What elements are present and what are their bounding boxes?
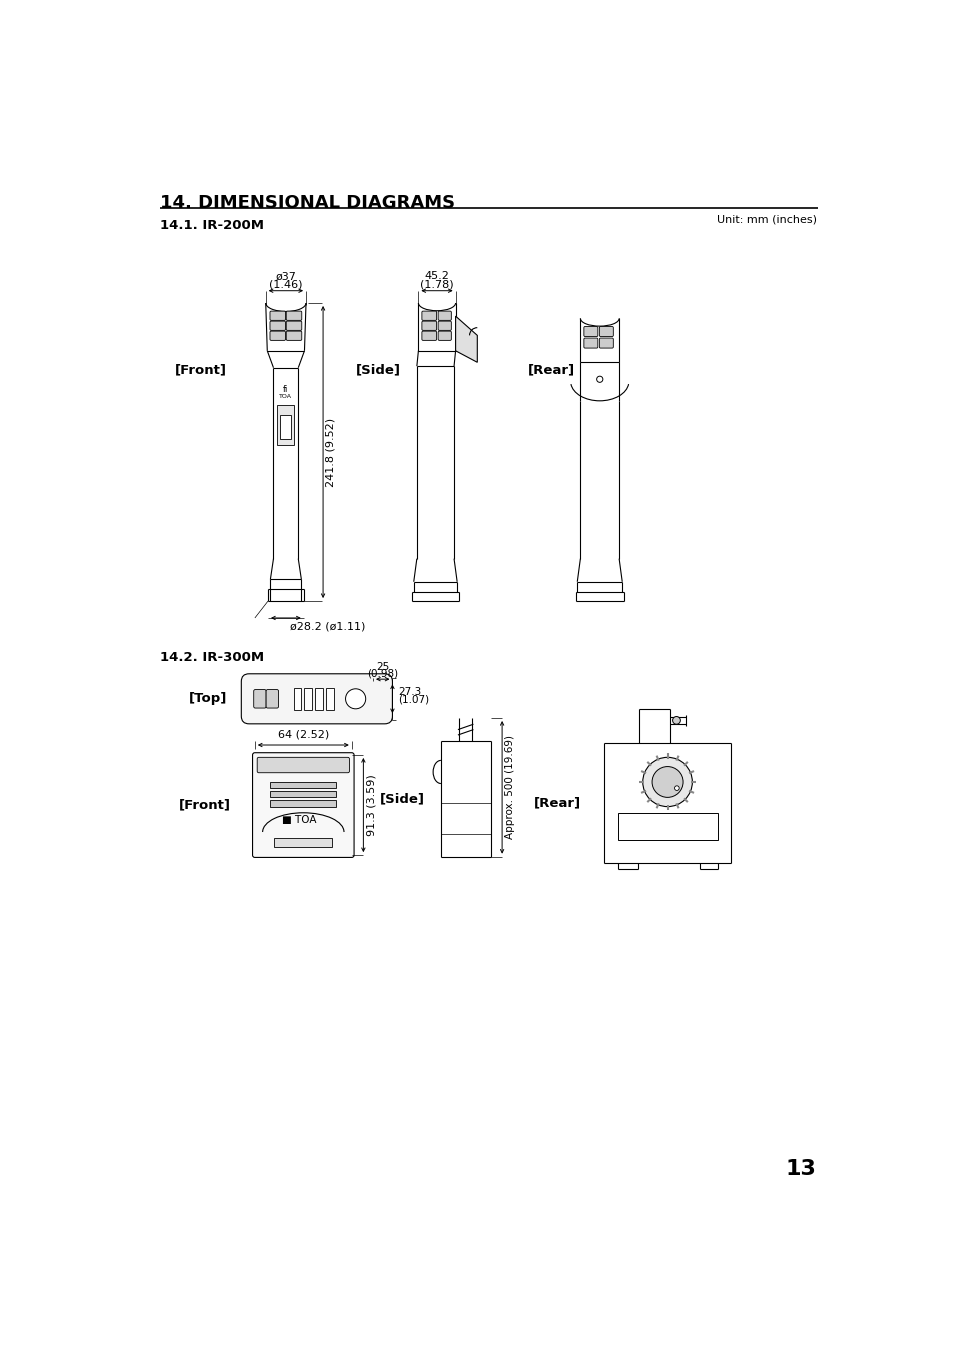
Bar bbox=[277, 405, 294, 444]
Text: Unit: mm (inches): Unit: mm (inches) bbox=[716, 215, 816, 224]
FancyBboxPatch shape bbox=[266, 689, 278, 708]
Text: 45.2: 45.2 bbox=[424, 272, 449, 281]
FancyBboxPatch shape bbox=[583, 327, 598, 336]
Text: (1.78): (1.78) bbox=[419, 280, 454, 289]
Circle shape bbox=[672, 716, 679, 724]
Text: [Front]: [Front] bbox=[174, 363, 227, 377]
Circle shape bbox=[642, 758, 692, 807]
Text: (1.07): (1.07) bbox=[397, 694, 429, 704]
Polygon shape bbox=[456, 316, 476, 362]
FancyBboxPatch shape bbox=[257, 758, 349, 773]
Bar bbox=[315, 688, 323, 709]
FancyBboxPatch shape bbox=[286, 331, 301, 340]
Bar bbox=[270, 782, 335, 788]
Bar bbox=[270, 792, 335, 797]
FancyBboxPatch shape bbox=[253, 753, 354, 858]
Circle shape bbox=[652, 766, 682, 797]
Text: [Side]: [Side] bbox=[379, 793, 424, 805]
Text: 14.1. IR-200M: 14.1. IR-200M bbox=[159, 219, 263, 232]
Bar bbox=[294, 688, 301, 709]
FancyBboxPatch shape bbox=[253, 689, 266, 708]
Text: 25: 25 bbox=[375, 662, 389, 673]
Text: 13: 13 bbox=[785, 1159, 816, 1178]
Bar bbox=[617, 813, 717, 840]
Text: [Rear]: [Rear] bbox=[533, 797, 580, 809]
Text: 241.8 (9.52): 241.8 (9.52) bbox=[325, 417, 335, 486]
FancyBboxPatch shape bbox=[421, 322, 436, 331]
Text: fi: fi bbox=[283, 385, 288, 393]
Text: 14.2. IR-300M: 14.2. IR-300M bbox=[159, 651, 263, 665]
Text: ■ TOA: ■ TOA bbox=[282, 815, 316, 825]
Text: [Top]: [Top] bbox=[189, 692, 228, 705]
FancyBboxPatch shape bbox=[437, 311, 451, 320]
Text: TOA: TOA bbox=[279, 393, 292, 399]
FancyBboxPatch shape bbox=[286, 311, 301, 320]
FancyBboxPatch shape bbox=[598, 338, 613, 349]
Text: [Rear]: [Rear] bbox=[528, 363, 575, 377]
Text: [Front]: [Front] bbox=[178, 798, 231, 812]
Bar bbox=[304, 688, 312, 709]
FancyBboxPatch shape bbox=[270, 322, 285, 331]
Text: ø37: ø37 bbox=[275, 272, 296, 281]
Bar bbox=[280, 416, 291, 439]
FancyBboxPatch shape bbox=[437, 322, 451, 331]
FancyBboxPatch shape bbox=[598, 327, 613, 336]
FancyBboxPatch shape bbox=[270, 311, 285, 320]
Text: 91.3 (3.59): 91.3 (3.59) bbox=[366, 774, 376, 836]
Circle shape bbox=[596, 376, 602, 382]
Bar bbox=[326, 688, 334, 709]
FancyBboxPatch shape bbox=[437, 331, 451, 340]
FancyBboxPatch shape bbox=[421, 331, 436, 340]
Text: Approx. 500 (19.69): Approx. 500 (19.69) bbox=[505, 735, 515, 839]
FancyBboxPatch shape bbox=[583, 338, 598, 349]
Text: [Side]: [Side] bbox=[356, 363, 401, 377]
Text: (0.98): (0.98) bbox=[367, 669, 398, 678]
Bar bbox=[270, 800, 335, 807]
Circle shape bbox=[674, 786, 679, 790]
Bar bbox=[274, 838, 332, 847]
Text: 14. DIMENSIONAL DIAGRAMS: 14. DIMENSIONAL DIAGRAMS bbox=[159, 195, 455, 212]
Text: 27.3: 27.3 bbox=[397, 688, 420, 697]
FancyBboxPatch shape bbox=[270, 331, 285, 340]
Text: 64 (2.52): 64 (2.52) bbox=[277, 730, 329, 739]
Text: (1.46): (1.46) bbox=[269, 280, 302, 289]
Text: ø28.2 (ø1.11): ø28.2 (ø1.11) bbox=[290, 621, 365, 632]
FancyBboxPatch shape bbox=[241, 674, 392, 724]
Circle shape bbox=[345, 689, 365, 709]
FancyBboxPatch shape bbox=[421, 311, 436, 320]
FancyBboxPatch shape bbox=[286, 322, 301, 331]
